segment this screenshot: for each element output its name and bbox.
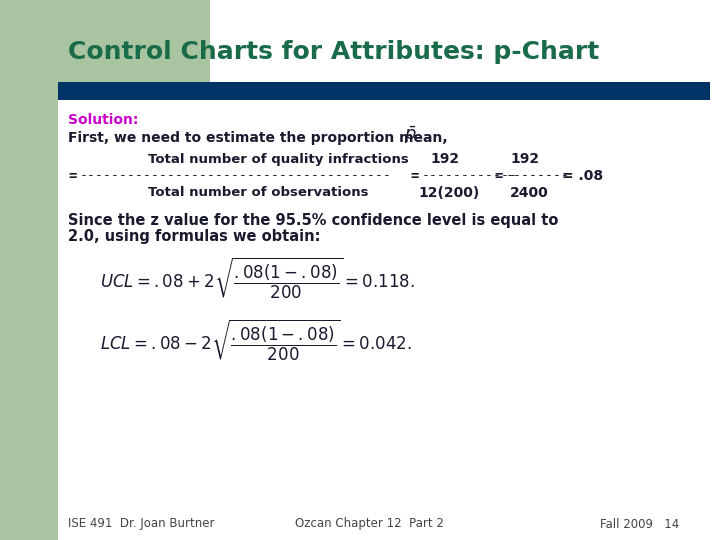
Bar [58,82,710,100]
Bar [0,0,58,540]
Text: ISE 491  Dr. Joan Burtner: ISE 491 Dr. Joan Burtner [68,517,215,530]
Text: =: = [494,169,503,183]
Text: Control Charts for Attributes: p-Chart: Control Charts for Attributes: p-Chart [68,40,599,64]
Text: 192: 192 [430,152,459,166]
Text: ---------------------------------------: --------------------------------------- [80,170,392,183]
Text: = .08: = .08 [562,169,603,183]
Text: Total number of observations: Total number of observations [148,186,369,199]
Text: =: = [68,169,76,183]
Text: 192: 192 [510,152,539,166]
Text: $\bar{p}$: $\bar{p}$ [404,124,417,146]
Text: $UCL = .08 + 2\sqrt{\dfrac{.08(1-.08)}{200}} = 0.118.$: $UCL = .08 + 2\sqrt{\dfrac{.08(1-.08)}{2… [100,255,415,301]
Text: Solution:: Solution: [68,113,138,127]
Text: --------: -------- [506,170,570,183]
Text: Fall 2009   14: Fall 2009 14 [600,517,679,530]
Text: Ozcan Chapter 12  Part 2: Ozcan Chapter 12 Part 2 [295,517,444,530]
Text: ------------: ------------ [422,170,518,183]
Text: =: = [410,169,418,183]
Text: 2.0, using formulas we obtain:: 2.0, using formulas we obtain: [68,228,320,244]
Text: First, we need to estimate the proportion mean,: First, we need to estimate the proportio… [68,131,448,145]
Text: 2400: 2400 [510,186,549,200]
Text: $LCL = .08 - 2\sqrt{\dfrac{.08(1-.08)}{200}} = 0.042.$: $LCL = .08 - 2\sqrt{\dfrac{.08(1-.08)}{2… [100,317,412,363]
Text: Total number of quality infractions: Total number of quality infractions [148,152,409,165]
Text: 12(200): 12(200) [418,186,480,200]
Text: Since the z value for the 95.5% confidence level is equal to: Since the z value for the 95.5% confiden… [68,213,559,227]
Bar [0,0,210,85]
